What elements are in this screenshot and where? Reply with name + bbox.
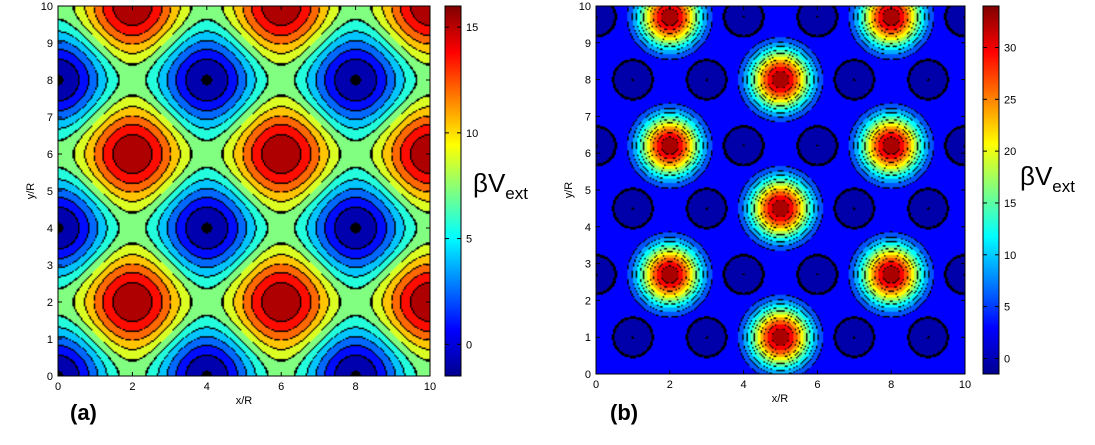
panel-label-b: (b) <box>610 400 638 425</box>
y-tick-label: 6 <box>585 148 591 160</box>
panel-label-a: (a) <box>70 400 97 425</box>
colorbar-tick-label: 5 <box>1004 302 1010 314</box>
colorbar-tick-label: 15 <box>466 22 478 34</box>
x-tick-label: 0 <box>55 381 61 393</box>
colorbar-ticks-a: 0 5 10 15 <box>445 22 478 351</box>
y-tick-label: 9 <box>585 38 591 50</box>
y-tick-label: 8 <box>585 75 591 87</box>
y-tick-label: 10 <box>41 1 53 13</box>
colorbar-ticks-b: 0 5 10 15 20 25 30 <box>983 42 1016 365</box>
x-axis-label-a: x/R <box>236 395 253 407</box>
x-tick-label: 6 <box>814 379 820 391</box>
heatmap-a <box>58 6 430 376</box>
y-tick-label: 0 <box>47 371 53 383</box>
x-ticks-a: 0 2 4 6 8 10 <box>55 6 436 393</box>
y-tick-label: 1 <box>585 332 591 344</box>
colorbar-a <box>444 5 462 377</box>
y-tick-label: 4 <box>47 223 53 235</box>
x-axis-label-b: x/R <box>772 393 789 405</box>
colorbar-tick-label: 10 <box>466 128 478 140</box>
y-tick-label: 7 <box>47 112 53 124</box>
x-ticks-b: 0 2 4 6 8 10 <box>593 6 971 391</box>
y-tick-label: 2 <box>585 295 591 307</box>
x-tick-label: 4 <box>741 379 747 391</box>
x-tick-label: 10 <box>959 379 971 391</box>
y-ticks-a: 0 1 2 3 4 5 6 7 8 9 10 <box>41 1 430 383</box>
y-tick-label: 10 <box>579 1 591 13</box>
x-tick-label: 4 <box>204 381 210 393</box>
colorbar-tick-label: 25 <box>1004 94 1016 106</box>
colorbar-tick-label: 5 <box>466 234 472 246</box>
heatmap-b <box>596 6 965 374</box>
colorbar-b <box>982 5 1000 375</box>
y-tick-label: 6 <box>47 149 53 161</box>
x-tick-label: 2 <box>667 379 673 391</box>
y-tick-label: 3 <box>585 259 591 271</box>
y-axis-label-a: y/R <box>25 183 37 200</box>
x-tick-label: 10 <box>424 381 436 393</box>
y-tick-label: 7 <box>585 111 591 123</box>
y-tick-label: 1 <box>47 334 53 346</box>
colorbar-label-b: βVext <box>1020 161 1075 196</box>
colorbar-label-a: βVext <box>473 168 528 203</box>
x-tick-label: 2 <box>129 381 135 393</box>
x-tick-label: 0 <box>593 379 599 391</box>
y-tick-label: 3 <box>47 260 53 272</box>
colorbar-tick-label: 10 <box>1004 250 1016 262</box>
y-tick-label: 9 <box>47 38 53 50</box>
panel-b: 0 2 4 6 8 10 0 1 2 3 4 5 6 7 8 9 10 x/R y/R 0 5 10 15 20 25 3… <box>563 1 1075 425</box>
colorbar-tick-label: 15 <box>1004 198 1016 210</box>
x-tick-label: 8 <box>353 381 359 393</box>
y-tick-label: 8 <box>47 75 53 87</box>
x-tick-label: 8 <box>888 379 894 391</box>
colorbar-tick-label: 30 <box>1004 42 1016 54</box>
y-tick-label: 2 <box>47 297 53 309</box>
y-axis-label-b: y/R <box>563 182 575 199</box>
y-ticks-b: 0 1 2 3 4 5 6 7 8 9 10 <box>579 1 965 381</box>
y-tick-label: 4 <box>585 222 591 234</box>
panel-a: 0 2 4 6 8 10 0 1 2 3 4 5 6 7 8 9 10 x/R y/R 0 5 10 15 βVex… <box>25 1 528 425</box>
x-tick-label: 6 <box>278 381 284 393</box>
y-tick-label: 0 <box>585 369 591 381</box>
colorbar-tick-label: 20 <box>1004 146 1016 158</box>
y-tick-label: 5 <box>47 186 53 198</box>
colorbar-tick-label: 0 <box>466 339 472 351</box>
y-tick-label: 5 <box>585 185 591 197</box>
colorbar-tick-label: 0 <box>1004 353 1010 365</box>
